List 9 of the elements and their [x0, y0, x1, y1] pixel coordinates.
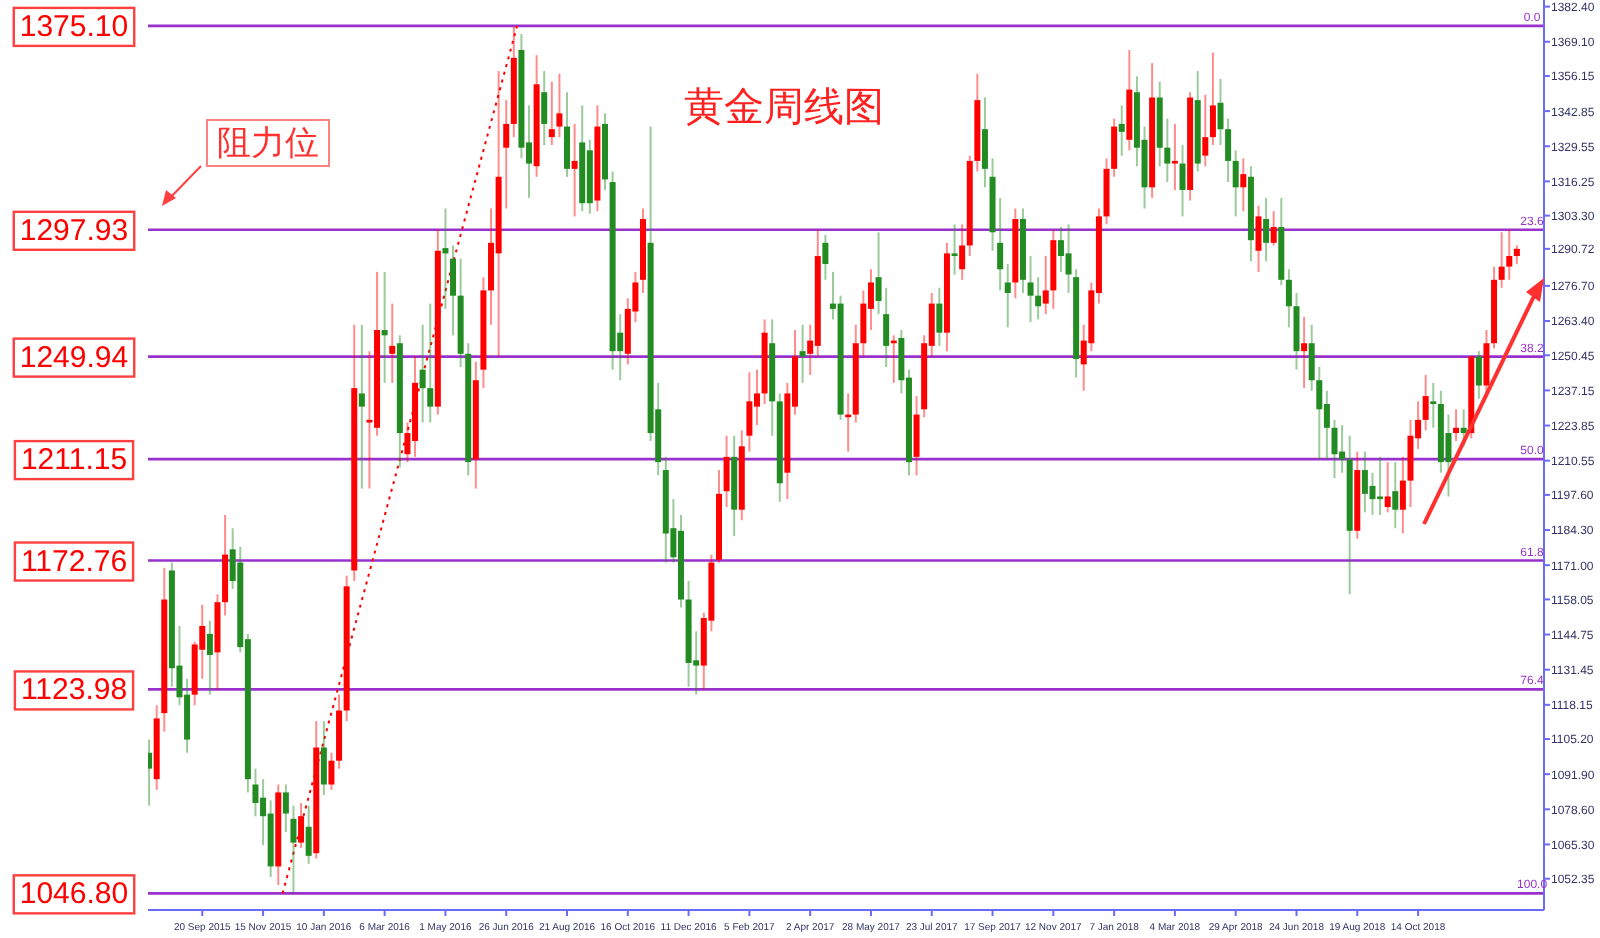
annotation: 阻力位 [217, 124, 319, 162]
ref-line-label: 1123.98 [20, 673, 128, 708]
text: 黄金周线图 [684, 86, 884, 130]
ref-line-label: 1172.76 [20, 544, 128, 579]
ref-line-label: 1297.93 [19, 213, 129, 248]
ref-line-label: 1046.80 [19, 877, 129, 912]
ref-line-label: 1211.15 [20, 443, 128, 478]
ref-line-label: 1375.10 [19, 9, 129, 44]
ref-line-label: 1249.94 [19, 340, 129, 375]
